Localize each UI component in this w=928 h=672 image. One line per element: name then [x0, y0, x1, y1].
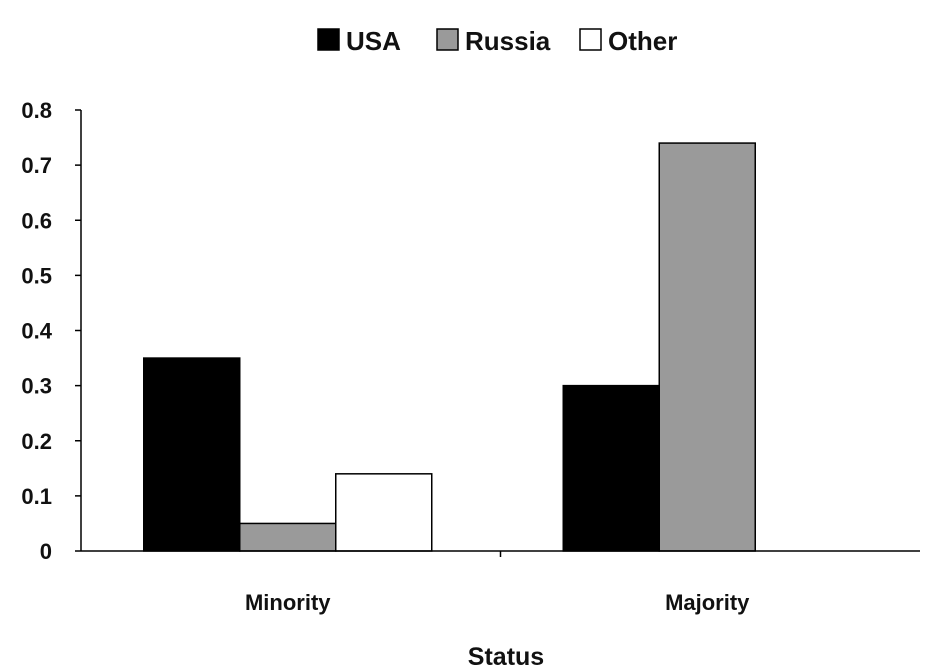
y-tick-label: 0.2 [21, 429, 52, 454]
y-tick-label: 0.4 [21, 319, 52, 344]
bars [143, 142, 756, 552]
bar-other-minority [335, 473, 433, 552]
bar-russia-majority [658, 142, 756, 552]
y-tick-label: 0.1 [21, 484, 52, 509]
x-category-label: Majority [665, 590, 750, 615]
y-tick-label: 0.7 [21, 153, 52, 178]
x-categories: Minority Majority [245, 551, 750, 615]
bar-usa-minority [143, 357, 241, 552]
bar-usa-majority [562, 384, 660, 552]
legend: USA Russia Other [317, 26, 677, 56]
legend-label: USA [346, 26, 401, 56]
y-tick-label: 0.6 [21, 208, 52, 233]
legend-label: Other [608, 26, 677, 56]
legend-swatch [579, 28, 602, 51]
legend-swatch [436, 28, 459, 51]
legend-swatch [317, 28, 340, 51]
x-axis-title: Status [468, 643, 544, 671]
y-ticks: 0 0.1 0.2 0.3 0.4 0.5 0.6 0.7 0.8 [21, 98, 81, 564]
x-category-label: Minority [245, 590, 331, 615]
legend-label: Russia [465, 26, 551, 56]
y-tick-label: 0 [40, 539, 52, 564]
y-tick-label: 0.8 [21, 98, 52, 123]
y-tick-label: 0.5 [21, 263, 52, 288]
bar-russia-minority [239, 522, 337, 552]
y-tick-label: 0.3 [21, 374, 52, 399]
